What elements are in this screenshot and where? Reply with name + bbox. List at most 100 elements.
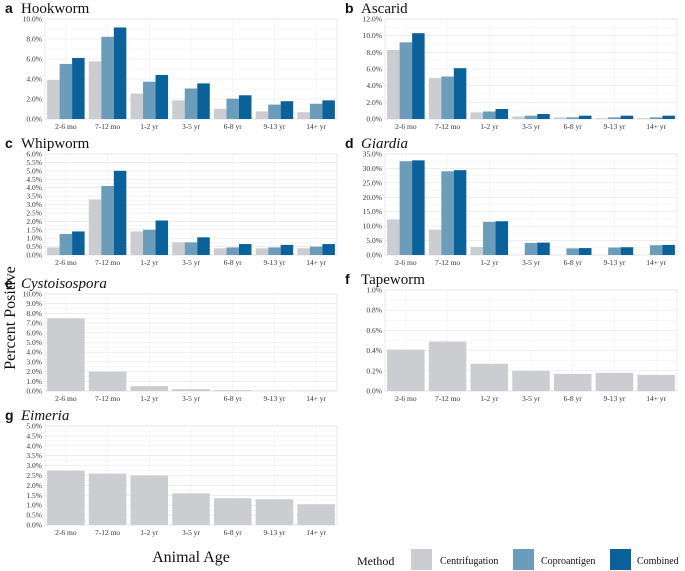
legend-label-coproantigen: Coproantigen (541, 556, 595, 567)
panel-title: Giardia (361, 136, 408, 152)
bar (130, 475, 169, 525)
bar (649, 117, 663, 119)
x-tick-label: 2-6 mo (55, 528, 77, 537)
bar (255, 111, 269, 119)
x-tick-label: 6-8 yr (564, 122, 583, 131)
bar (280, 101, 294, 119)
bar (309, 246, 323, 255)
x-axis-title: Animal Age (152, 549, 230, 566)
y-tick-label: 12.0% (363, 15, 382, 24)
bar (387, 219, 400, 255)
y-tick-label: 0.0% (26, 115, 42, 124)
x-tick-label: 2-6 mo (395, 394, 417, 403)
bar (297, 504, 335, 525)
y-tick-label: 1.0% (26, 234, 42, 243)
panel-b: 0.0% 2.0% 4.0% 6.0% 8.0% 10.0% 12.0% 2-6 mo 7-12… (345, 0, 678, 131)
bar (47, 318, 85, 391)
bar (387, 49, 400, 120)
bar (297, 112, 310, 119)
x-tick-label: 14+ yr (646, 122, 666, 131)
y-tick-label: 8.0% (26, 35, 42, 44)
panel-title: Hookworm (21, 1, 90, 17)
y-tick-label: 3.0% (26, 357, 42, 366)
x-tick-label: 3-5 yr (182, 394, 201, 403)
y-tick-label: 0.8% (366, 306, 382, 315)
y-tick-label: 0.5% (26, 242, 42, 251)
x-tick-label: 9-13 yr (263, 122, 285, 131)
x-tick-label: 2-6 mo (55, 122, 77, 131)
panel-a: 0.0% 2.0% 4.0% 6.0% 8.0% 10.0% 2-6 mo 7-12 mo 1-… (5, 0, 338, 131)
bar (512, 370, 550, 391)
bar (428, 78, 442, 119)
bar (155, 220, 169, 255)
x-tick-label: 1-2 yr (480, 122, 499, 131)
bar (88, 199, 102, 255)
y-tick-label: 2.0% (26, 367, 42, 376)
bar (412, 160, 425, 255)
bar (72, 57, 85, 119)
bar (512, 116, 525, 119)
bar (226, 247, 239, 255)
bar (184, 88, 198, 119)
bar (255, 248, 269, 255)
bar (537, 114, 550, 119)
y-tick-label: 7.0% (26, 319, 42, 328)
bar (595, 372, 634, 391)
bar (553, 373, 592, 391)
x-tick-label: 7-12 mo (95, 258, 120, 267)
bar (130, 386, 169, 391)
y-tick-label: 0.0% (366, 115, 382, 124)
x-tick-label: 3-5 yr (182, 258, 201, 267)
bar (620, 115, 634, 119)
x-tick-label: 3-5 yr (182, 122, 201, 131)
y-tick-label: 4.0% (26, 75, 42, 84)
bar (428, 341, 467, 391)
bar (72, 231, 85, 255)
x-tick-label: 9-13 yr (263, 528, 285, 537)
bar (297, 248, 310, 255)
panel-title: Tapeworm (361, 272, 425, 288)
y-tick-label: 5.0% (26, 422, 42, 431)
legend-swatch-combined (610, 549, 631, 570)
panel-title: Cystoisospora (21, 276, 107, 292)
panel-label: a (5, 0, 13, 16)
panel-d: 0.0% 5.0% 10.0% 15.0% 20.0% 25.0% 30.0% 35.0% 2-… (345, 135, 678, 267)
y-tick-label: 2.0% (26, 481, 42, 490)
bar (483, 221, 496, 255)
x-tick-label: 14+ yr (306, 122, 326, 131)
bar (566, 248, 579, 255)
bar (143, 81, 156, 119)
y-tick-label: 4.0% (366, 81, 382, 90)
panel-label: b (345, 0, 354, 16)
bar (197, 83, 210, 119)
y-tick-label: 0.6% (366, 326, 382, 335)
x-tick-label: 7-12 mo (95, 528, 120, 537)
panel-title: Whipworm (21, 136, 90, 152)
bar (213, 248, 227, 255)
y-tick-label: 3.0% (26, 200, 42, 209)
bar (213, 498, 252, 525)
panel-label: e (5, 275, 13, 291)
x-tick-label: 7-12 mo (95, 394, 120, 403)
bar (113, 27, 127, 119)
x-tick-label: 2-6 mo (55, 394, 77, 403)
x-tick-label: 9-13 yr (603, 122, 625, 131)
bar (387, 349, 425, 391)
x-tick-label: 2-6 mo (395, 258, 417, 267)
y-tick-label: 10.0% (23, 15, 42, 24)
bar (113, 170, 127, 255)
bar (280, 244, 294, 255)
y-tick-label: 0.0% (26, 521, 42, 530)
x-tick-label: 14+ yr (306, 394, 326, 403)
x-tick-label: 6-8 yr (224, 394, 243, 403)
x-tick-label: 6-8 yr (224, 528, 243, 537)
x-tick-label: 6-8 yr (564, 258, 583, 267)
bar (130, 231, 144, 255)
panel-c: 0.0%0.5%1.0%1.5%2.0%2.5%3.0%3.5%4.0%4.5%… (5, 135, 338, 267)
y-tick-label: 1.0% (366, 286, 382, 295)
x-tick-label: 6-8 yr (564, 394, 583, 403)
bar (470, 246, 484, 255)
panel-label: d (345, 135, 354, 151)
bar (578, 248, 592, 255)
